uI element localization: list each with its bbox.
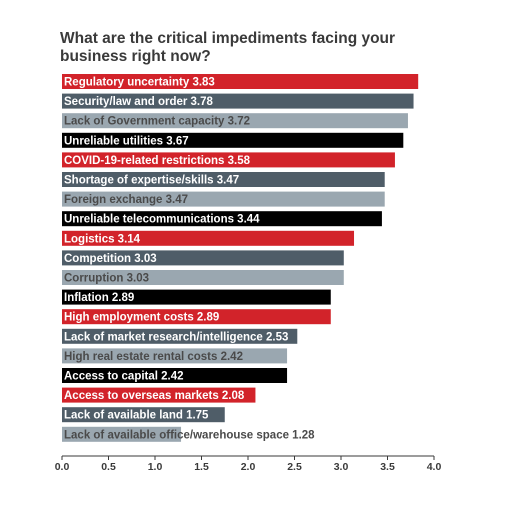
bar-5 [62,172,385,187]
bar-label-6: Foreign exchange 3.47 [64,194,188,206]
bar-17 [62,407,225,423]
bar-label-5: Shortage of expertise/skills 3.47 [64,175,239,187]
bar-9 [62,250,344,266]
x-tick-label-3: 1.5 [194,461,209,473]
bar-12 [62,309,331,325]
x-tick-label-2: 1.0 [148,461,163,473]
bar-label-11: Inflation 2.89 [64,292,134,304]
bar-4 [62,152,395,168]
bar-15 [62,368,288,383]
bar-0 [62,74,419,89]
x-tick-label-0: 0.0 [55,461,70,473]
bar-label-17: Lack of available land 1.75 [64,410,209,422]
bar-label-14: High real estate rental costs 2.42 [64,351,243,363]
bar-label-16: Access to overseas markets 2.08 [64,390,245,402]
x-tick-label-7: 3.5 [380,461,395,473]
bars-layer: Regulatory uncertainty 3.83 Security/law … [62,74,419,442]
bar-3 [62,132,404,148]
bar-18 [62,426,182,442]
bar-label-2: Lack of Government capacity 3.72 [64,116,250,128]
bar-1 [62,93,414,109]
bar-label-13: Lack of market research/intelligence 2.5… [64,331,288,343]
bar-label-18: Lack of available office/warehouse space… [64,429,315,441]
x-tick-label-4: 2.0 [241,461,256,473]
bar-label-15: Access to capital 2.42 [64,371,184,383]
bar-label-7: Unreliable telecommunications 3.44 [64,214,260,226]
bar-10 [62,270,344,285]
bar-6 [62,191,385,207]
bar-8 [62,230,355,246]
x-tick-label-8: 4.0 [427,461,442,473]
x-axis-ticks: 0.0 0.5 1.0 1.5 2.0 2.5 3.0 3.5 4.0 [55,456,442,473]
bar-2 [62,113,408,129]
bar-13 [62,328,298,344]
bar-label-0: Regulatory uncertainty 3.83 [64,77,215,89]
x-tick-label-1: 0.5 [101,461,116,473]
bar-14 [62,348,288,364]
bar-11 [62,289,331,305]
x-tick-label-5: 2.5 [287,461,302,473]
chart-title: What are the critical impediments facing… [60,30,396,65]
bar-label-1: Security/law and order 3.78 [64,96,214,108]
x-tick-label-6: 3.0 [334,461,349,473]
bar-16 [62,387,256,403]
bar-label-10: Corruption 3.03 [64,273,149,285]
bar-label-12: High employment costs 2.89 [64,312,219,324]
bar-7 [62,211,382,227]
bar-label-9: Competition 3.03 [64,253,157,265]
bar-label-3: Unreliable utilities 3.67 [64,135,189,147]
bar-label-8: Logistics 3.14 [64,233,141,245]
bar-label-4: COVID-19-related restrictions 3.58 [64,155,251,167]
